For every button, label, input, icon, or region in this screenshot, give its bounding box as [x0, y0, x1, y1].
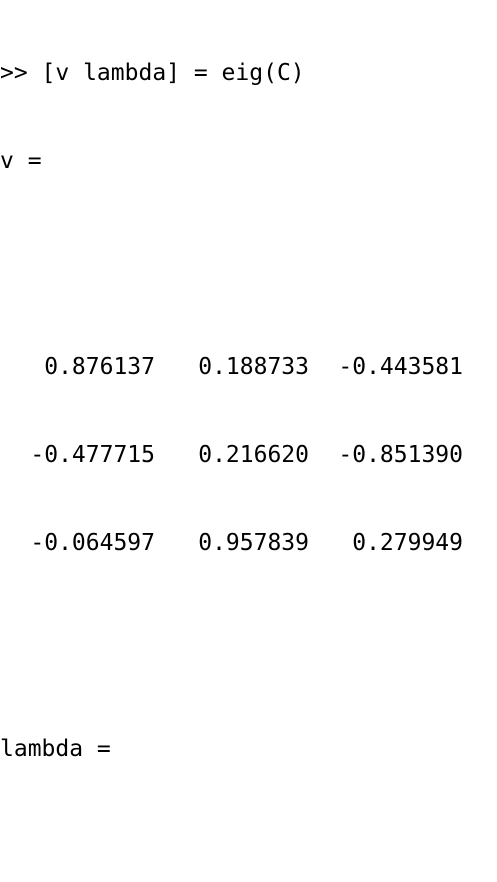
matrix-cell: -0.477715 — [30, 442, 155, 469]
v-matrix-row: 0.876137 0.188733 -0.443581 — [0, 353, 497, 382]
matrix-cell: -0.064597 — [30, 530, 155, 557]
v-header: v = — [0, 148, 42, 175]
matrix-cell: 0.279949 — [352, 530, 463, 557]
console-output: >> [v lambda] = eig(C) v = 0.876137 0.18… — [0, 59, 497, 762]
matrix-cell: 0.876137 — [44, 353, 155, 380]
lambda-header: lambda = — [0, 736, 111, 763]
matrix-cell: -0.851390 — [338, 442, 463, 469]
blank-line — [0, 823, 497, 852]
blank-line — [0, 235, 497, 264]
matrix-cell: 0.216620 — [198, 442, 309, 469]
v-matrix-row: -0.477715 0.216620 -0.851390 — [0, 441, 497, 470]
v-matrix-row: -0.064597 0.957839 0.279949 — [0, 529, 497, 558]
matrix-cell: 0.188733 — [198, 353, 309, 380]
matrix-cell: -0.443581 — [338, 353, 463, 380]
matrix-cell: 0.957839 — [198, 530, 309, 557]
command-line: >> [v lambda] = eig(C) — [0, 59, 305, 86]
blank-line — [0, 647, 497, 676]
